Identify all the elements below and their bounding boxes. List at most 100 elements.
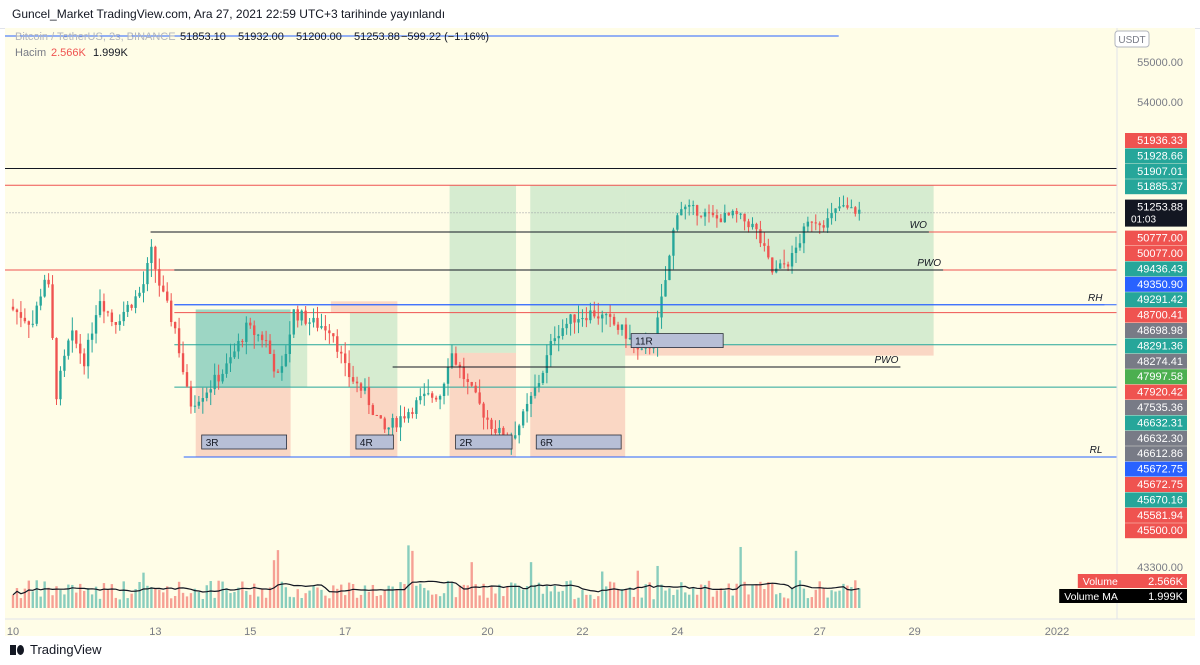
candle-body [185,372,189,387]
candle-body [470,381,473,386]
candle [577,305,580,334]
volume-bar [138,581,141,608]
candle [110,309,114,327]
price-label-bg [1125,430,1187,446]
candle-body [383,418,386,430]
candle-body [474,385,477,393]
candle-body [264,340,268,342]
r-label-text: 11R [635,337,653,348]
candle-body [316,317,319,328]
chart-area[interactable]: WO PWO PWO RH RL 3R 4R 2R 6R 11R 55000.00 54000.00… [3,28,1195,638]
candle [735,208,738,223]
candle-body [818,223,821,226]
candle-body [438,396,442,400]
price-label-tag: 49350.90 [1125,276,1187,292]
candle [427,379,430,396]
candle-body [150,246,153,264]
annotation-lines: WO PWO PWO RH RL 3R 4R 2R 6R 11R [3,35,1105,458]
r-label-box [355,434,394,450]
volume-bar [672,594,675,608]
candle [209,380,212,406]
volume-bar [359,594,363,608]
candle-body [169,300,173,323]
candle [834,208,837,222]
candle-body [391,417,394,428]
volume-bar [395,589,398,608]
candle [565,318,568,335]
candle [23,308,27,324]
price-label-tag: 45670.16 [1125,492,1187,508]
volume-bar [332,585,335,608]
candle-body [573,314,576,323]
candle [217,364,220,390]
publish-text: Guncel_Market TradingView.com, Ara 27, 2… [12,7,446,21]
price-chart[interactable]: WO PWO PWO RH RL 3R 4R 2R 6R 11R 55000.00 54000.00… [3,28,1195,638]
price-label-tag: 50777.00 [1125,230,1187,246]
volume-bar [55,586,58,608]
candle [597,302,600,325]
volume-bar [771,583,774,608]
volume-bar [63,594,66,608]
volume-bar [775,594,778,608]
volume-bar [778,592,782,608]
volume-bar [826,597,829,608]
volume-bar [695,594,699,608]
candle [846,197,849,210]
candle [549,333,553,367]
volume-bar [640,597,643,608]
candle-body [735,210,738,215]
price-label-tag: 48698.98 [1125,323,1187,338]
candle-body [656,317,659,346]
price-label-tag: 46612.86 [1125,446,1187,462]
candle-body [763,243,766,246]
candle [486,410,489,430]
profit-zone-1 [195,309,291,388]
candle [154,245,157,283]
candle [94,305,98,344]
candle [260,331,264,348]
candle [668,254,671,281]
candle-body [106,311,110,313]
candle [173,321,177,334]
volume-bar [249,594,252,608]
volume-badge-value-bg [1125,589,1187,603]
currency-badge[interactable]: USDT [1114,30,1150,48]
candle [98,289,102,318]
candle-body [351,377,355,382]
candle [751,217,754,230]
price-label-tag: 46632.31 [1125,415,1187,431]
volume-badge-value-bg [1125,574,1187,588]
candle-body [711,212,715,216]
volume-bar [707,580,711,608]
volume-bar [462,584,466,608]
volume-bar [589,594,592,608]
candle [620,324,624,336]
candle [854,205,857,217]
volume-bar [130,593,133,608]
volume-bar [652,599,655,608]
candle-body [142,284,145,293]
price-label-text: 49350.90 [1137,279,1183,291]
candle [225,353,228,378]
currency-label: USDT [1118,35,1145,46]
volume-bar [245,590,248,608]
price-label-tag: 49291.42 [1125,292,1187,308]
volume-badge-name-bg [1077,574,1125,588]
volume-bar [668,588,671,608]
segment-label: PWO [917,258,941,269]
candle-body [565,323,568,329]
price-label-text: 45500.00 [1137,525,1183,537]
candle [403,406,406,423]
tradingview-brand[interactable]: TradingView [10,642,102,657]
candle-body [328,330,331,334]
candle [450,344,454,369]
volume-bar [102,583,106,608]
candle-body [707,212,711,214]
price-label-text: 50077.00 [1137,248,1183,260]
volume-bar [466,585,469,608]
candle [680,201,683,216]
volume-bar [229,593,232,608]
candle-body [15,309,19,313]
footer: TradingView [0,636,1200,665]
candle-body [739,213,742,215]
